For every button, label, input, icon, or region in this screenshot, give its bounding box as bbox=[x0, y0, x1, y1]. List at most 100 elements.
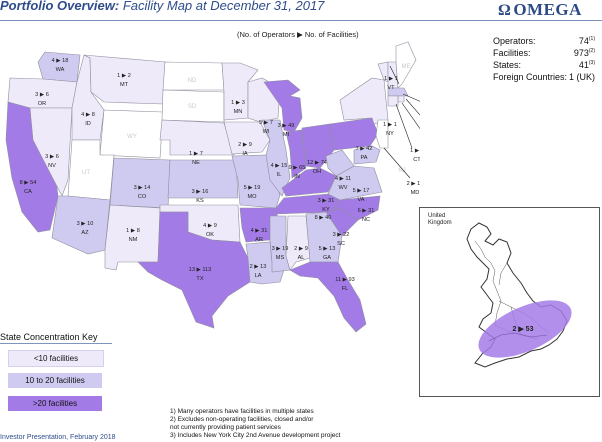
state-value-id: 4 ▶ 8 bbox=[81, 112, 95, 118]
state-me bbox=[395, 41, 417, 89]
stat-note: (1) bbox=[588, 36, 595, 42]
state-tx bbox=[137, 211, 251, 329]
stat-value: 74 bbox=[578, 36, 589, 46]
uk-map: 2 ▶ 53 bbox=[466, 222, 572, 368]
state-value-md: 2 ▶ 12 bbox=[407, 181, 420, 187]
state-abbr-or: OR bbox=[38, 101, 46, 107]
state-ny bbox=[339, 77, 389, 125]
state-ct bbox=[387, 95, 399, 107]
stat-operators: Operators: 74(1) bbox=[493, 36, 595, 46]
state-value-wi: 5 ▶ 7 bbox=[259, 120, 273, 126]
uk-label-line: United bbox=[428, 213, 446, 219]
state-value-co: 3 ▶ 14 bbox=[134, 185, 151, 191]
state-abbr-ks: KS bbox=[196, 198, 204, 204]
state-il bbox=[261, 119, 291, 197]
key-divider bbox=[0, 343, 112, 344]
state-abbr-me: ME bbox=[402, 64, 411, 70]
state-abbr-tx: TX bbox=[196, 276, 203, 282]
state-abbr-il: IL bbox=[277, 172, 282, 178]
state-abbr-ms: MS bbox=[276, 255, 285, 261]
stat-note: (2) bbox=[588, 48, 595, 54]
state-abbr-sc: SC bbox=[337, 241, 345, 247]
state-in bbox=[285, 129, 307, 179]
state-value-nv: 3 ▶ 6 bbox=[45, 154, 59, 160]
state-abbr-ny: NY bbox=[386, 131, 394, 137]
key-item-low: <10 facilities bbox=[8, 350, 104, 367]
state-abbr-ca: CA bbox=[24, 189, 32, 195]
state-value-tx: 13 ▶ 113 bbox=[189, 267, 212, 273]
state-value-ne: 1 ▶ 7 bbox=[189, 151, 203, 157]
state-value-az: 3 ▶ 10 bbox=[77, 221, 94, 227]
state-abbr-ne: NE bbox=[192, 160, 200, 166]
stat-label: Foreign Countries: bbox=[493, 72, 568, 82]
leader-line bbox=[389, 65, 400, 85]
state-abbr-nc: NC bbox=[362, 217, 370, 223]
leader-line bbox=[395, 103, 413, 149]
state-abbr-va: VA bbox=[357, 197, 364, 203]
uk-concentration-area bbox=[478, 300, 572, 358]
state-value-nc: 6 ▶ 31 bbox=[358, 208, 375, 214]
state-value-wa: 4 ▶ 18 bbox=[52, 58, 69, 64]
state-ne bbox=[159, 119, 235, 156]
key-item-mid: 10 to 20 facilities bbox=[8, 373, 102, 388]
state-nv bbox=[29, 107, 73, 197]
omega-glyph-icon: Ω bbox=[498, 2, 512, 19]
state-value-oh: 12 ▶ 74 bbox=[307, 160, 327, 166]
stat-value: 1 (UK) bbox=[568, 72, 595, 82]
state-fl bbox=[289, 261, 367, 333]
footnote: 2) Excludes non-operating facilities, cl… bbox=[170, 416, 314, 423]
state-abbr-ut: UT bbox=[82, 170, 90, 176]
footnotes: 1) Many operators have facilities in mul… bbox=[170, 408, 340, 440]
state-value-ca: 8 ▶ 54 bbox=[20, 180, 37, 186]
state-abbr-ct: CT bbox=[413, 157, 420, 163]
page-title: Portfolio Overview: Facility Map at Dece… bbox=[0, 0, 325, 13]
stat-label: States: bbox=[493, 60, 522, 70]
footer-text: Investor Presentation, February 2018 bbox=[0, 434, 116, 441]
leader-line bbox=[383, 147, 411, 179]
state-value-pa: 7 ▶ 42 bbox=[356, 146, 373, 152]
state-value-la: 2 ▶ 13 bbox=[250, 264, 267, 270]
state-value-fl: 11 ▶ 93 bbox=[335, 277, 354, 283]
state-abbr-wi: WI bbox=[263, 129, 270, 135]
state-abbr-md: MD bbox=[411, 190, 420, 196]
state-ga bbox=[305, 211, 343, 263]
state-abbr-nv: NV bbox=[48, 163, 56, 169]
state-value-mo: 5 ▶ 19 bbox=[244, 185, 261, 191]
state-value-al: 2 ▶ 9 bbox=[294, 246, 308, 252]
state-value-nm: 1 ▶ 8 bbox=[126, 228, 140, 234]
state-value-mt: 1 ▶ 2 bbox=[117, 73, 131, 79]
state-abbr-sd: SD bbox=[188, 104, 197, 110]
state-value-ia: 2 ▶ 9 bbox=[238, 142, 252, 148]
uk-inset: 2 ▶ 53 bbox=[419, 207, 600, 397]
state-mt bbox=[83, 54, 166, 105]
state-value-or: 3 ▶ 6 bbox=[35, 92, 49, 98]
state-md bbox=[353, 145, 381, 165]
header-divider bbox=[0, 20, 602, 21]
state-abbr-nm: NM bbox=[129, 237, 138, 243]
state-value-in: 9 ▶ 65 bbox=[289, 165, 306, 171]
state-abbr-mn: MN bbox=[234, 109, 243, 115]
state-abbr-nj: NJ bbox=[398, 168, 405, 174]
key-title: State Concentration Key bbox=[0, 332, 98, 342]
stat-note: (3) bbox=[588, 60, 595, 66]
state-abbr-fl: FL bbox=[342, 286, 349, 292]
state-abbr-la: LA bbox=[255, 273, 262, 279]
state-ri bbox=[397, 95, 405, 103]
state-value-ms: 3 ▶ 19 bbox=[272, 246, 289, 252]
state-abbr-ky: KY bbox=[322, 207, 330, 213]
state-az bbox=[51, 195, 111, 255]
footnote: 3) Includes New York City 2nd Avenue dev… bbox=[170, 432, 341, 439]
state-abbr-vt: VT bbox=[387, 85, 395, 91]
state-abbr-wv: WV bbox=[338, 185, 347, 191]
state-ky bbox=[281, 167, 337, 197]
state-abbr-pa: PA bbox=[360, 155, 367, 161]
state-abbr-in: IN bbox=[294, 174, 300, 180]
state-value-va: 5 ▶ 17 bbox=[353, 188, 370, 194]
state-value-mi: 3 ▶ 49 bbox=[278, 123, 295, 129]
state-abbr-al: AL bbox=[298, 255, 305, 261]
stat-foreign-countries: Foreign Countries: 1 (UK) bbox=[493, 72, 595, 82]
stat-label: Facilities: bbox=[493, 48, 531, 58]
state-value-mn: 1 ▶ 3 bbox=[231, 100, 245, 106]
state-value-ks: 3 ▶ 16 bbox=[192, 189, 209, 195]
leader-line bbox=[401, 102, 420, 130]
